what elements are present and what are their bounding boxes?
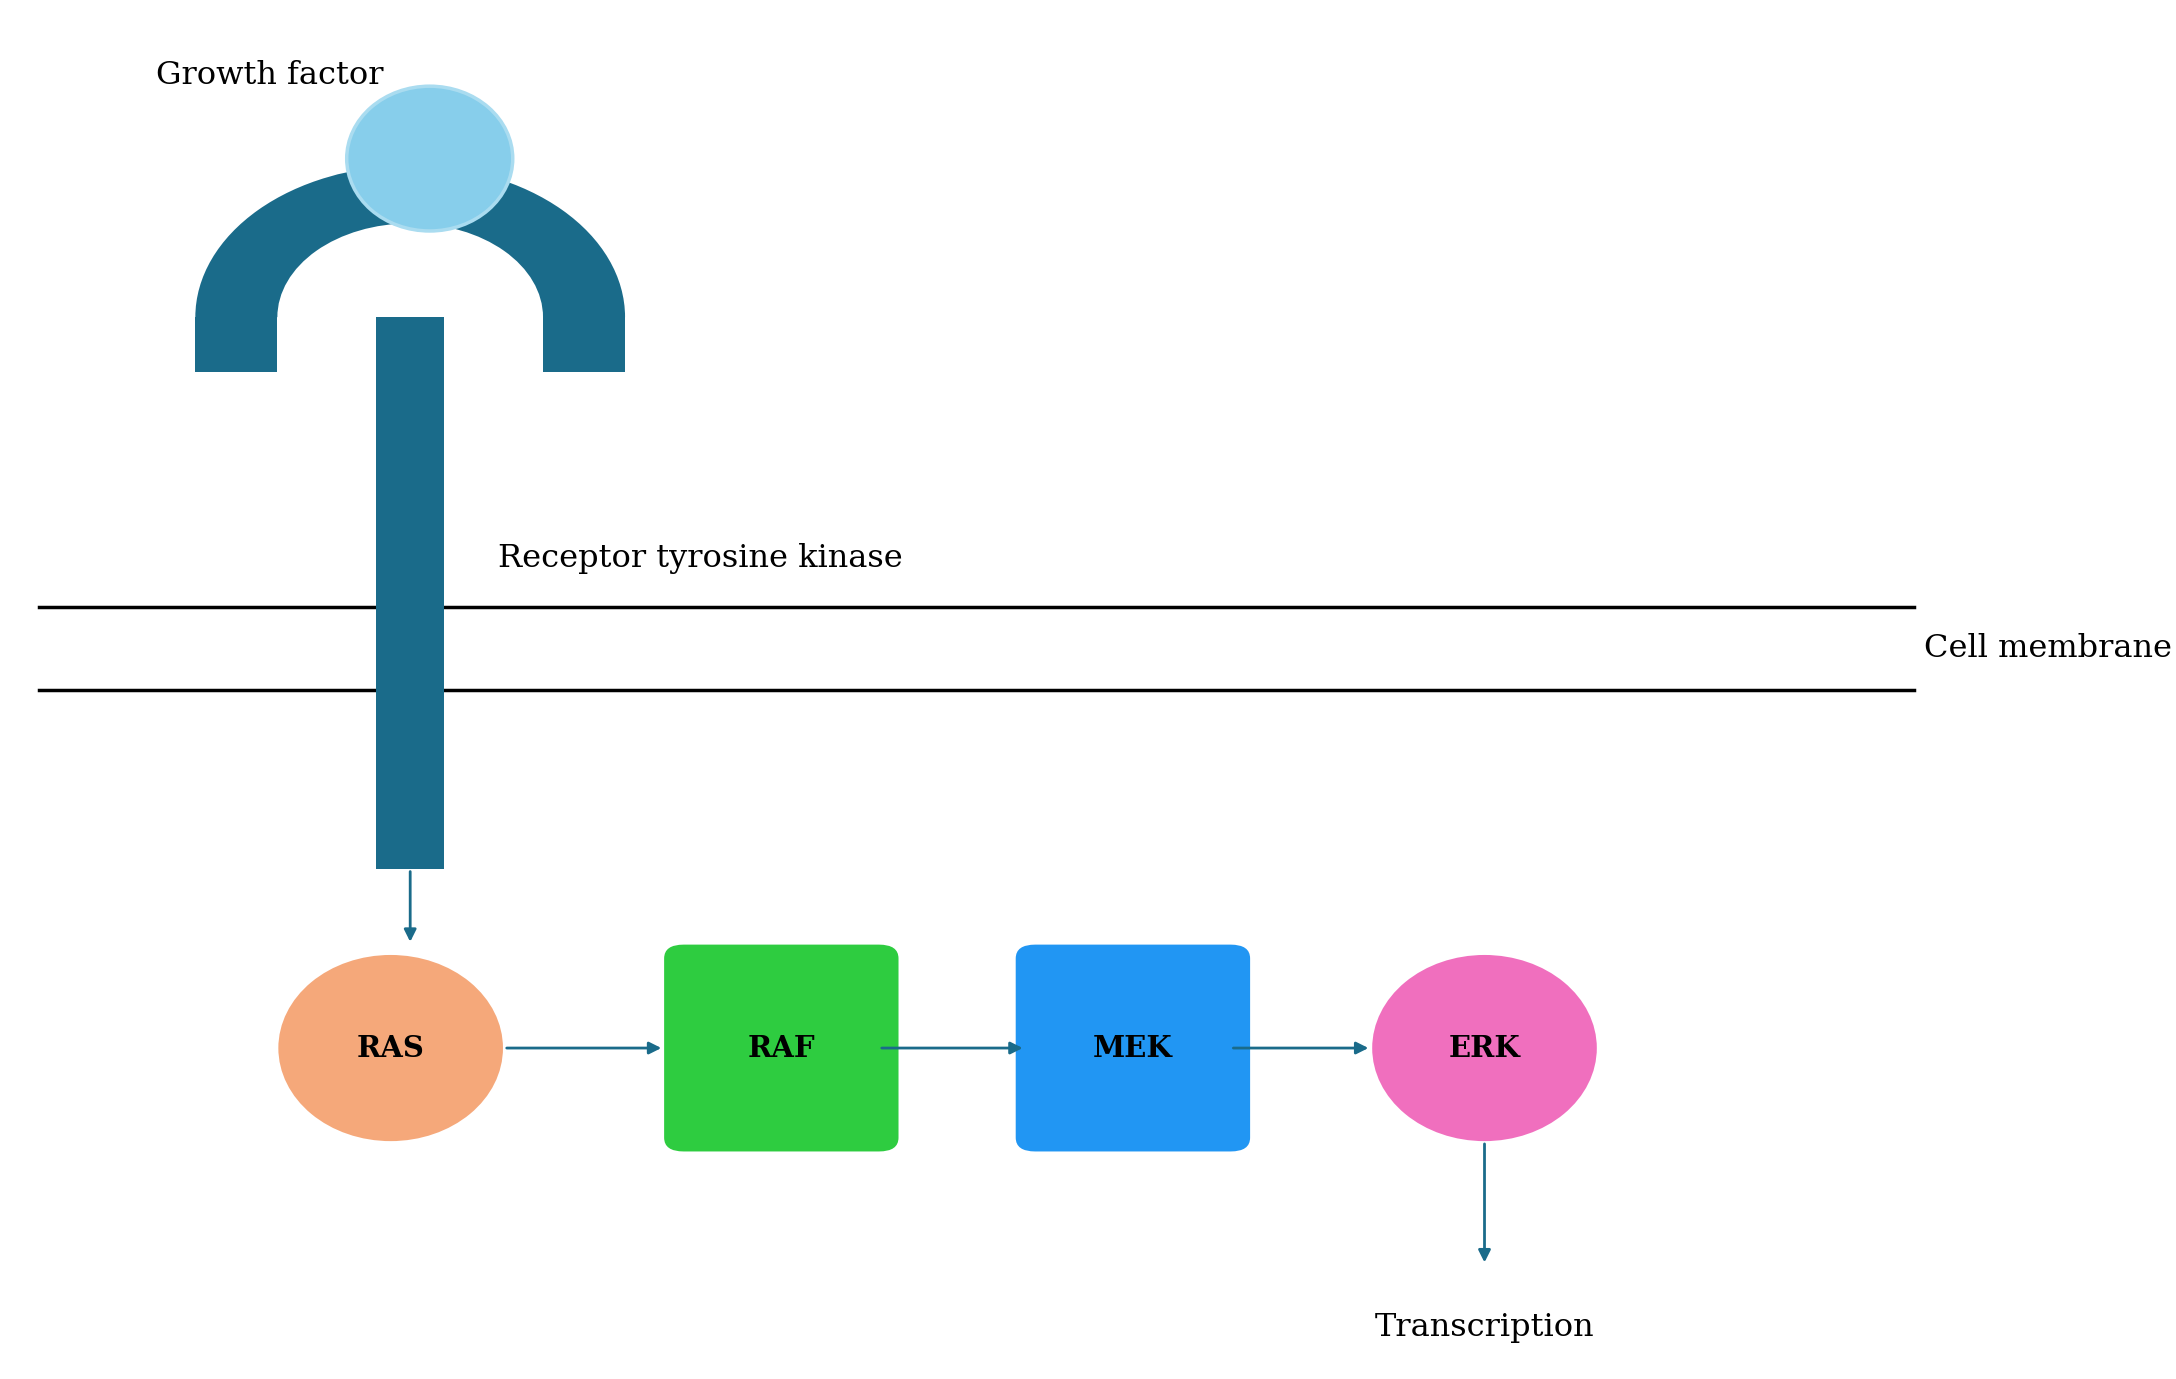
Ellipse shape [346, 85, 514, 230]
Text: RAS: RAS [357, 1033, 424, 1063]
FancyBboxPatch shape [1016, 945, 1249, 1151]
Ellipse shape [279, 954, 503, 1142]
Text: Growth factor: Growth factor [157, 61, 383, 91]
Text: Cell membrane: Cell membrane [1924, 633, 2172, 663]
Ellipse shape [1373, 954, 1597, 1142]
Text: RAF: RAF [749, 1033, 816, 1063]
Text: MEK: MEK [1092, 1033, 1173, 1063]
FancyBboxPatch shape [664, 945, 899, 1151]
Bar [196, 317, 276, 372]
Bar [376, 317, 444, 869]
Bar [544, 317, 625, 372]
Text: ERK: ERK [1449, 1033, 1521, 1063]
Text: Receptor tyrosine kinase: Receptor tyrosine kinase [498, 543, 903, 574]
Wedge shape [196, 165, 625, 317]
Text: Transcription: Transcription [1375, 1311, 1595, 1343]
